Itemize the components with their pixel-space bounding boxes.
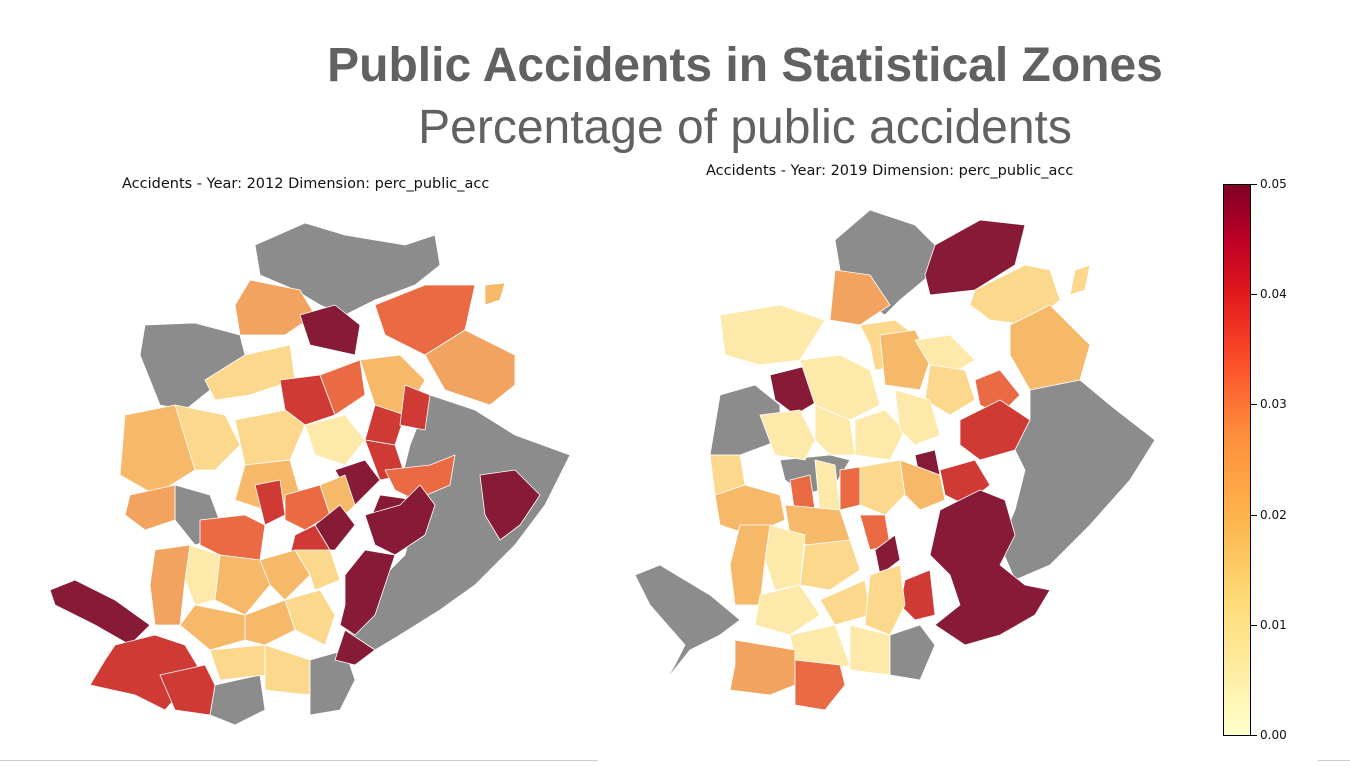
zone — [879, 329, 931, 391]
zone — [174, 404, 241, 471]
legend-colorbar — [1223, 184, 1251, 736]
legend-tick-label: 0.05 — [1260, 177, 1287, 191]
zone — [729, 639, 796, 696]
legend-tick — [1251, 404, 1257, 406]
zone — [254, 479, 286, 526]
zone — [859, 459, 906, 516]
legend-tick-label: 0.00 — [1260, 728, 1287, 742]
zone — [759, 409, 816, 461]
zone — [339, 549, 396, 636]
zone — [149, 544, 191, 626]
zone — [234, 409, 306, 466]
zone — [889, 624, 936, 681]
zone — [334, 629, 376, 666]
zone — [304, 414, 366, 466]
zone — [714, 484, 786, 536]
legend-tick — [1251, 184, 1257, 185]
zone — [319, 359, 366, 416]
zone — [634, 564, 741, 691]
zone — [794, 659, 846, 711]
zone — [159, 664, 216, 716]
zone — [1069, 264, 1091, 296]
legend-tick — [1251, 514, 1257, 516]
zone — [399, 384, 431, 431]
footer-divider-right — [1318, 760, 1350, 761]
map-2019 — [634, 209, 1156, 711]
zone — [874, 534, 901, 576]
zone — [314, 504, 356, 551]
zone — [284, 589, 336, 646]
zone — [924, 219, 1026, 296]
zone — [124, 484, 176, 531]
zone — [384, 454, 456, 501]
zone — [799, 539, 861, 591]
map-2019-label: Accidents - Year: 2019 Dimension: perc_p… — [706, 163, 1074, 179]
zone — [209, 674, 266, 726]
zone — [899, 569, 936, 621]
zone — [184, 544, 221, 606]
zone — [924, 364, 976, 416]
zone — [799, 354, 881, 421]
zone — [279, 374, 336, 426]
zone — [764, 524, 806, 591]
zone — [259, 549, 311, 601]
legend-tick-label: 0.01 — [1260, 617, 1287, 632]
zone — [294, 549, 341, 591]
legend-tick — [1251, 735, 1257, 736]
page-title: Public Accidents in Statistical Zones — [327, 39, 1163, 92]
legend-tick-label: 0.02 — [1260, 507, 1287, 522]
zone — [49, 579, 151, 646]
legend-tick — [1251, 294, 1257, 296]
zone — [999, 379, 1156, 581]
zone — [974, 369, 1021, 416]
zone — [179, 604, 246, 651]
zone — [234, 279, 316, 336]
map-2012-label: Accidents - Year: 2012 Dimension: perc_p… — [122, 176, 490, 192]
zone — [479, 469, 541, 541]
zone — [729, 524, 771, 606]
map-2012 — [49, 222, 571, 726]
zone — [864, 564, 906, 636]
zone — [209, 644, 266, 681]
zone — [899, 459, 946, 511]
zone — [424, 329, 516, 406]
zone — [854, 409, 906, 461]
zone — [814, 404, 856, 456]
zone — [754, 584, 821, 636]
page-subtitle: Percentage of public accidents — [418, 101, 1072, 154]
zone — [364, 484, 436, 556]
zone — [719, 304, 826, 366]
legend-tick-label: 0.04 — [1260, 287, 1287, 302]
zone — [484, 282, 506, 306]
zone — [894, 389, 941, 446]
footer-divider-left — [0, 760, 598, 761]
legend-tick-label: 0.03 — [1260, 397, 1287, 412]
legend-tick — [1251, 624, 1257, 626]
zone — [829, 269, 891, 326]
zone — [214, 554, 271, 616]
zone — [299, 304, 361, 356]
zone — [929, 489, 1051, 646]
zone — [264, 644, 311, 696]
zone — [839, 466, 861, 511]
